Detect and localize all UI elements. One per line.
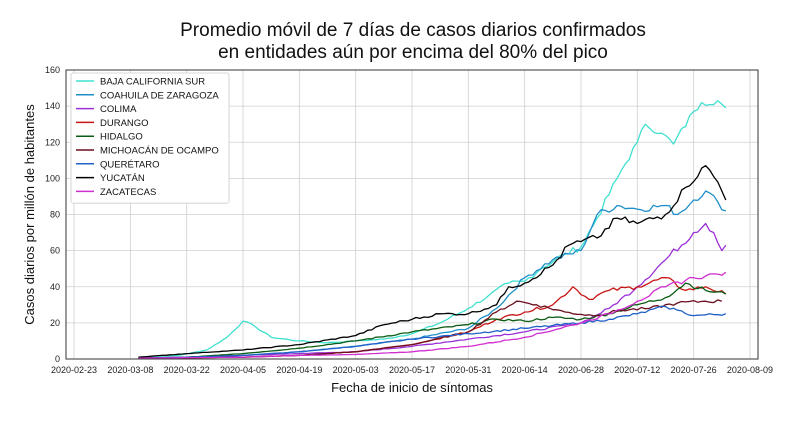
x-tick-label: 2020-03-22 <box>164 365 210 375</box>
legend-label: YUCATÁN <box>100 173 145 184</box>
series-line-4 <box>138 282 727 359</box>
legend-label: HIDALGO <box>100 132 143 143</box>
y-tick-label: 0 <box>55 354 60 364</box>
x-tick-label: 2020-05-17 <box>389 365 435 375</box>
chart-title-line1: Promedio móvil de 7 días de casos diario… <box>180 20 646 41</box>
x-tick-label: 2020-06-14 <box>502 365 548 375</box>
legend-label: MICHOACÁN DE OCAMPO <box>100 146 219 157</box>
legend-label: DURANGO <box>100 118 149 129</box>
legend-label: ZACATECAS <box>100 187 156 198</box>
series-line-7 <box>138 165 727 358</box>
y-tick-label: 80 <box>50 210 60 220</box>
series-line-8 <box>138 271 727 359</box>
x-tick-label: 2020-07-12 <box>614 365 660 375</box>
x-tick-label: 2020-02-23 <box>51 365 97 375</box>
plot-frame <box>65 69 759 360</box>
y-tick-label: 60 <box>50 246 60 256</box>
y-tick-label: 20 <box>50 318 60 328</box>
x-tick-label: 2020-07-26 <box>671 365 717 375</box>
y-axis-label: Casos diarios por millón de habitantes <box>22 104 37 325</box>
x-tick-label: 2020-04-19 <box>276 365 322 375</box>
x-tick-label: 2020-03-08 <box>107 365 153 375</box>
y-tick-label: 100 <box>45 173 60 183</box>
y-tick-label: 40 <box>50 282 60 292</box>
series-lines <box>138 100 727 359</box>
x-tick-label: 2020-08-09 <box>727 365 773 375</box>
legend-label: COAHUILA DE ZARAGOZA <box>100 90 219 101</box>
x-tick-label: 2020-06-28 <box>558 365 604 375</box>
y-tick-label: 140 <box>45 101 60 111</box>
x-axis-label: Fecha de inicio de síntomas <box>331 380 493 395</box>
x-tick-label: 2020-04-05 <box>220 365 266 375</box>
legend-label: COLIMA <box>100 104 137 115</box>
y-tick-label: 120 <box>45 137 60 147</box>
x-tick-label: 2020-05-03 <box>333 365 379 375</box>
x-tick-label: 2020-05-31 <box>445 365 491 375</box>
legend-label: QUERÉTARO <box>100 159 159 170</box>
series-line-0 <box>138 100 727 358</box>
y-tick-label: 160 <box>45 65 60 75</box>
axis-ticks: 0 20 40 60 80 100 120 140 160 2020-02-23 2020-03-0… <box>45 65 773 375</box>
chart-title-line2: en entidades aún por encima del 80% del … <box>218 42 608 63</box>
legend-box <box>70 72 230 204</box>
chart-title: Promedio móvil de 7 días de casos diario… <box>0 20 800 64</box>
legend: BAJA CALIFORNIA SUR COAHUILA DE ZARAGOZA C… <box>70 72 230 204</box>
legend-label: BAJA CALIFORNIA SUR <box>100 77 205 88</box>
series-line-6 <box>138 305 727 359</box>
